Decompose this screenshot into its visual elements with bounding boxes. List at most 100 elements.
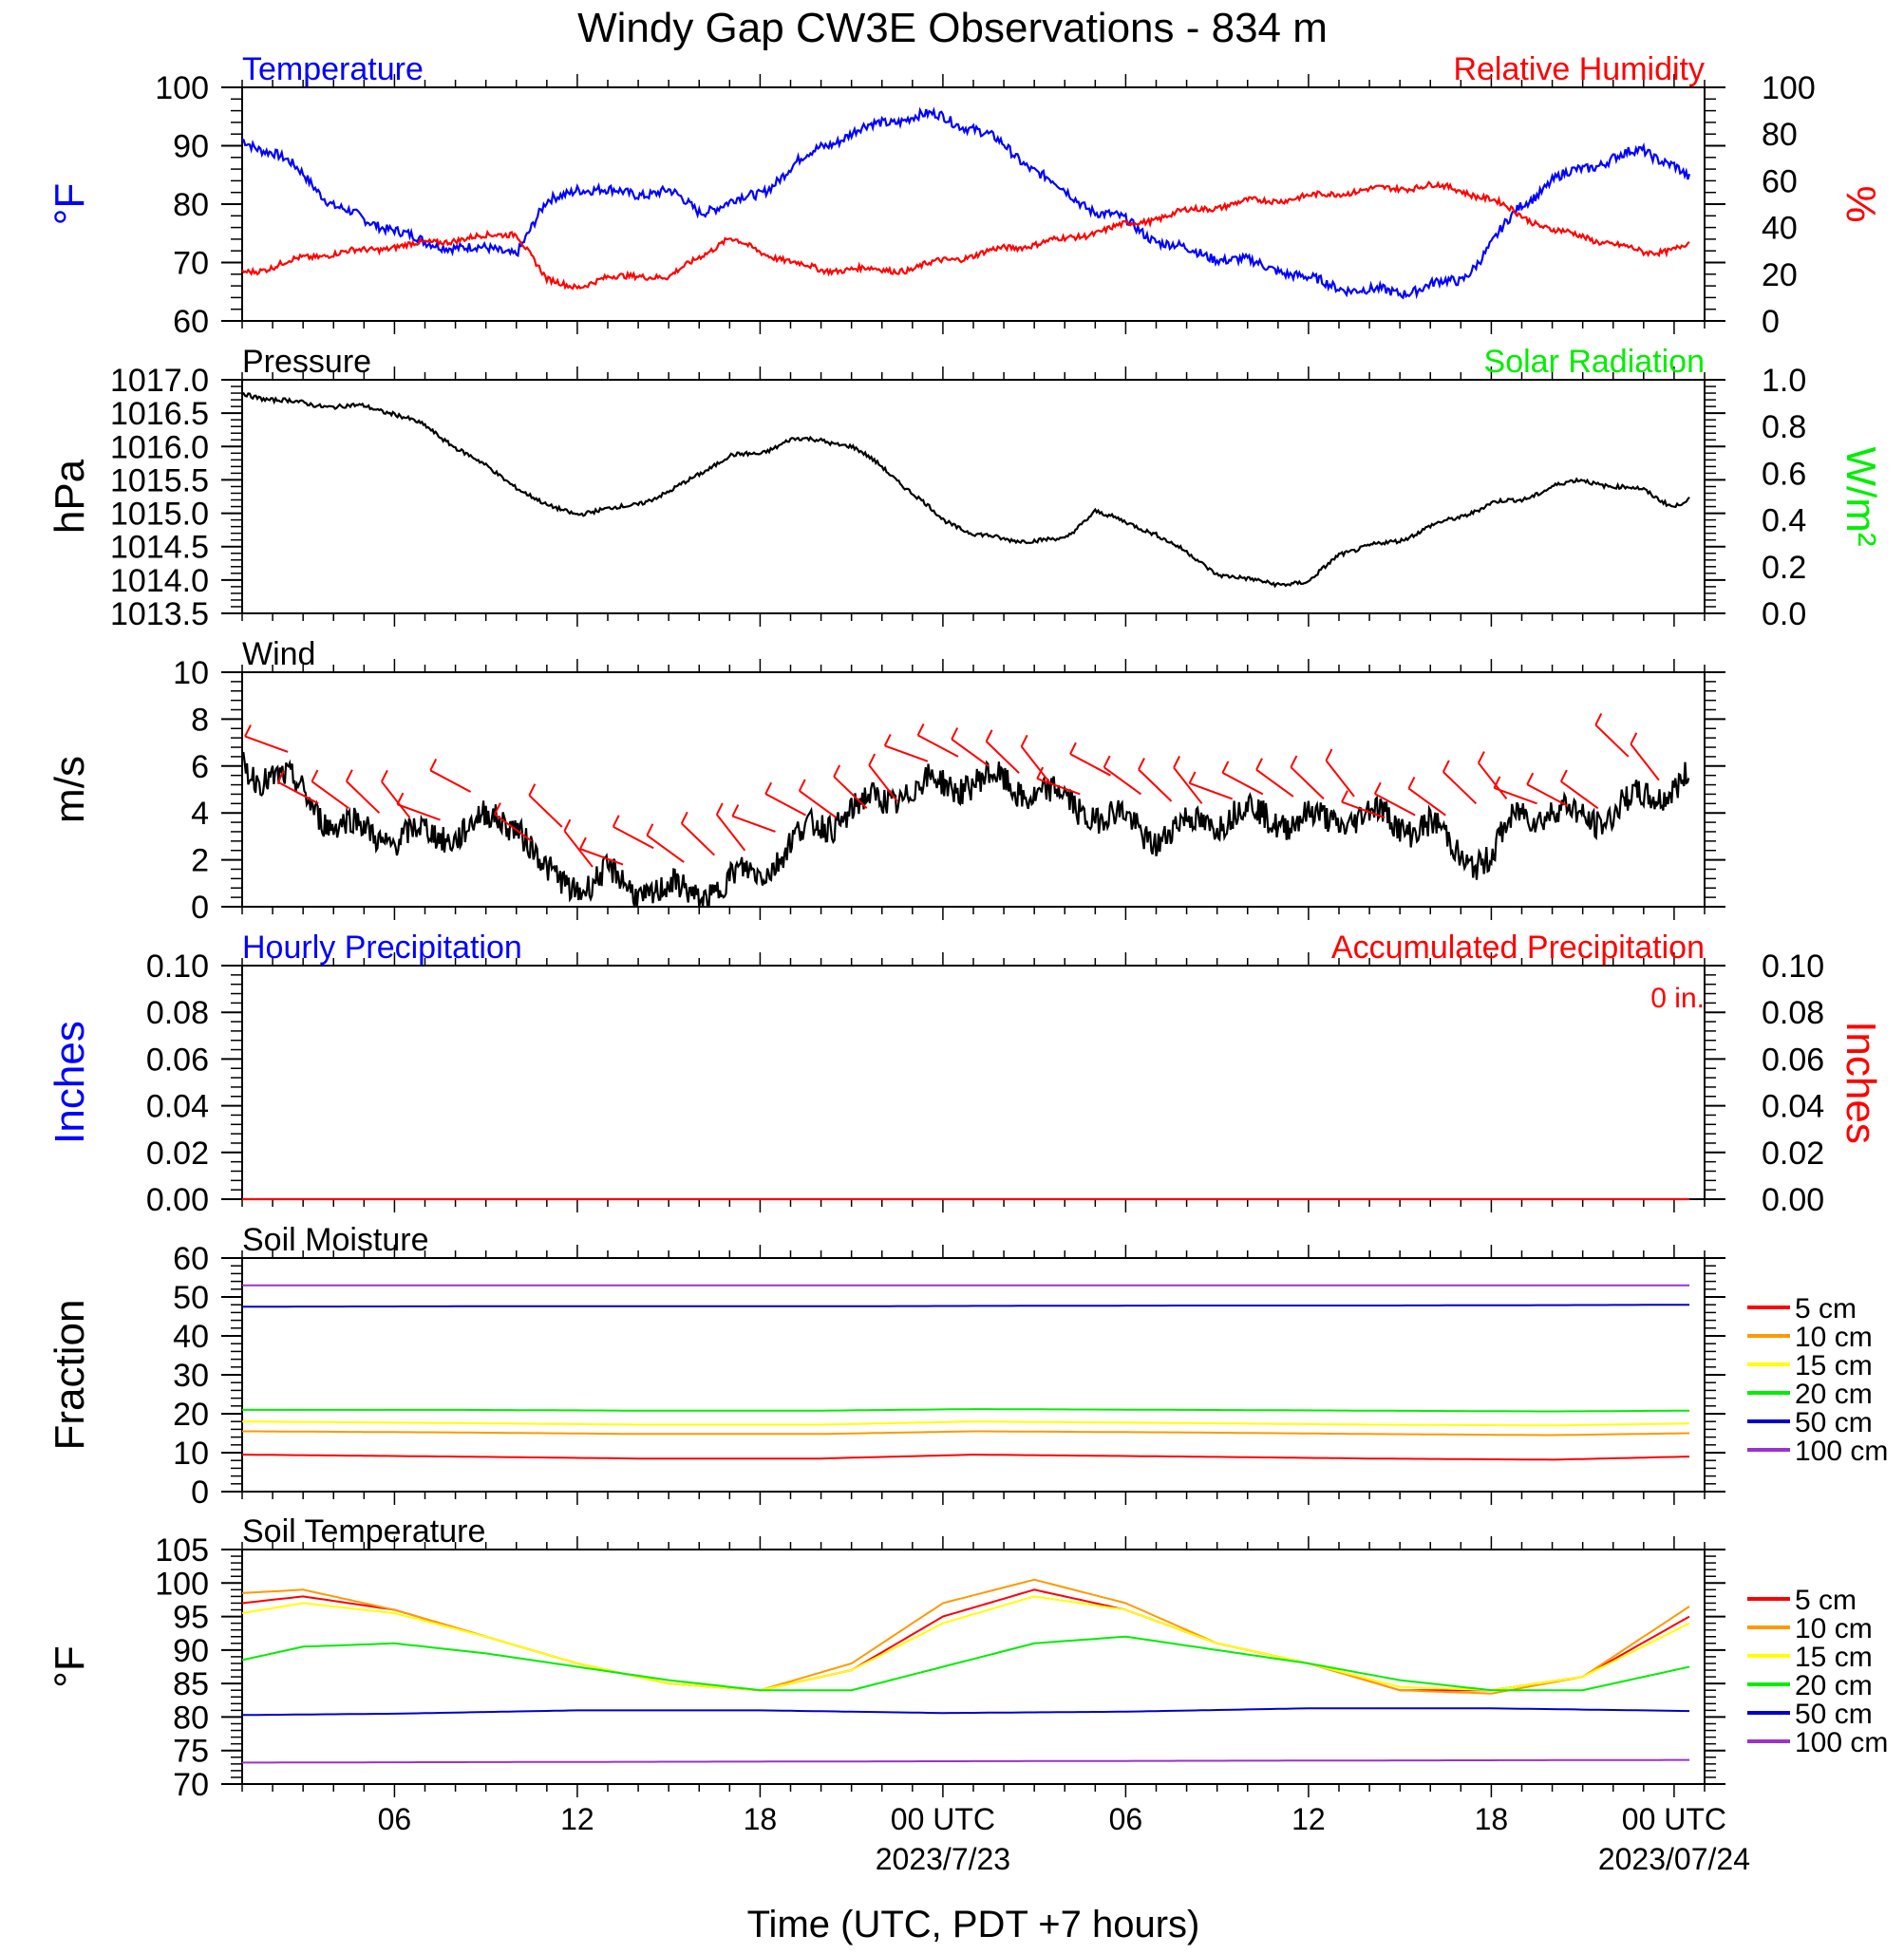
panel-temperature-humidity: 60 70 80 90 100 0 20 40 60 80 100 Temperature Relati… [47,51,1884,340]
y-axis-label-right: Inches [1838,1021,1884,1144]
wind-barb [277,780,319,805]
wind-barb [833,776,868,809]
x-tick-label: 00 UTC [891,1802,995,1836]
y-tick-label-right: 0.06 [1762,1042,1824,1078]
y-axis-label-left: m/s [47,756,93,823]
series-line-black [241,391,1690,589]
y-tick-label-left: 80 [173,187,209,223]
series-line-100cm [242,1758,1689,1764]
wind-barb-flag [1325,748,1333,761]
y-tick-label-left: 1015.5 [110,462,209,498]
x-tick-label: 18 [1475,1802,1509,1836]
wind-barb-flag [1526,772,1535,785]
series-line-20cm [242,1408,1690,1413]
series-line-5cm [241,1453,1690,1461]
y-tick-label-right: 20 [1762,257,1798,293]
y-tick-label-left: 1013.5 [110,596,209,632]
panel-wind: 0 2 4 6 8 10 Wind m/s [47,636,1725,926]
y-tick-label-left: 80 [173,1700,209,1736]
y-tick-label-right: 0.4 [1762,503,1806,539]
wind-barb [1442,771,1478,805]
wind-barb-flag [1493,776,1501,789]
wind-barb [381,780,411,818]
panel-pressure-solar: 1013.51014.01014.51015.01015.51016.01016… [47,344,1884,632]
y-tick-label-left: 0.04 [146,1089,209,1125]
y-tick-label-left: 4 [191,796,209,832]
wind-barb-flag [381,769,388,782]
wind-barb-flag [1478,751,1485,764]
x-tick-label: 18 [744,1802,778,1836]
wind-barb [1189,782,1234,800]
wind-barb [799,790,838,818]
y-axis-label-left: °F [47,1645,93,1687]
legend-entry: 20 cm [1795,1670,1873,1701]
y-tick-label-left: 95 [173,1600,209,1636]
legend-entry: 5 cm [1795,1585,1857,1616]
wind-barb [528,794,563,828]
y-tick-label-left: 90 [173,1633,209,1669]
y-tick-label-right: 0.8 [1762,409,1806,445]
panel-left-label: Wind [242,636,315,672]
wind-barb-flag [494,802,501,816]
x-tick-label: 00 UTC [1622,1802,1726,1836]
wind-barb-flag [1221,761,1230,774]
y-tick-label-left: 0 [191,1475,209,1511]
y-tick-label-left: 0.08 [146,995,209,1031]
wind-barb [681,822,715,856]
wind-barb [951,738,990,767]
x-tick-label: 06 [378,1802,412,1836]
y-axis-label-left: °F [47,183,93,225]
wind-barb-flag [1407,777,1416,789]
y-tick-label-left: 1014.5 [110,530,209,566]
y-tick-label-left: 0.02 [146,1136,209,1172]
y-tick-label-left: 0 [191,890,209,926]
wind-barb-flag [563,818,572,832]
series-line-50cm [241,1707,1690,1717]
y-tick-label-left: 50 [173,1280,209,1316]
y-axis-label-left: Fraction [47,1300,93,1451]
wind-barb [613,825,654,850]
series-line-black [240,751,1690,909]
wind-barb [1173,766,1203,804]
x-tick-label: 12 [1291,1802,1326,1836]
y-tick-label-left: 20 [173,1397,209,1433]
y-tick-label-left: 6 [191,749,209,785]
wind-barb [646,835,685,863]
y-axis-label-left: Inches [47,1021,93,1144]
x-tick-date: 2023/07/24 [1598,1842,1750,1876]
y-tick-label-right: 0.08 [1762,995,1824,1031]
wind-barb [1478,761,1508,799]
wind-barb [1325,760,1355,798]
wind-barb [346,780,381,814]
wind-barb [1103,766,1142,796]
wind-barb-flag [951,727,959,741]
y-tick-label-right: 0.0 [1762,596,1806,632]
wind-barb-flag [646,823,654,836]
legend-entry: 15 cm [1795,1350,1873,1381]
wind-barb [1290,766,1325,800]
wind-barb [1594,723,1630,758]
wind-barb-flag [244,724,252,738]
wind-barb-flag [798,779,806,792]
series-line-10cm [242,1430,1690,1437]
legend-entry: 20 cm [1795,1379,1873,1410]
y-tick-label-left: 90 [173,129,209,165]
wind-barb [1020,745,1050,783]
panel-right-label: Relative Humidity [1453,51,1705,87]
wind-barb-flag [1594,713,1603,726]
wind-barb [868,764,898,802]
y-tick-label-right: 0.04 [1762,1089,1824,1125]
y-tick-label-left: 1014.0 [110,563,209,599]
wind-barb-flag [1188,771,1197,784]
y-tick-label-right: 0.10 [1762,949,1824,985]
y-tick-label-left: 60 [173,1241,209,1277]
wind-barb-flag [528,783,537,797]
y-tick-label-right: 100 [1762,70,1816,106]
x-tick-label: 12 [560,1802,594,1836]
chart-title: Windy Gap CW3E Observations - 834 m [577,5,1328,51]
legend-entry: 5 cm [1795,1293,1857,1325]
y-tick-label-left: 1016.5 [110,396,209,432]
y-tick-label-left: 70 [173,1767,209,1803]
